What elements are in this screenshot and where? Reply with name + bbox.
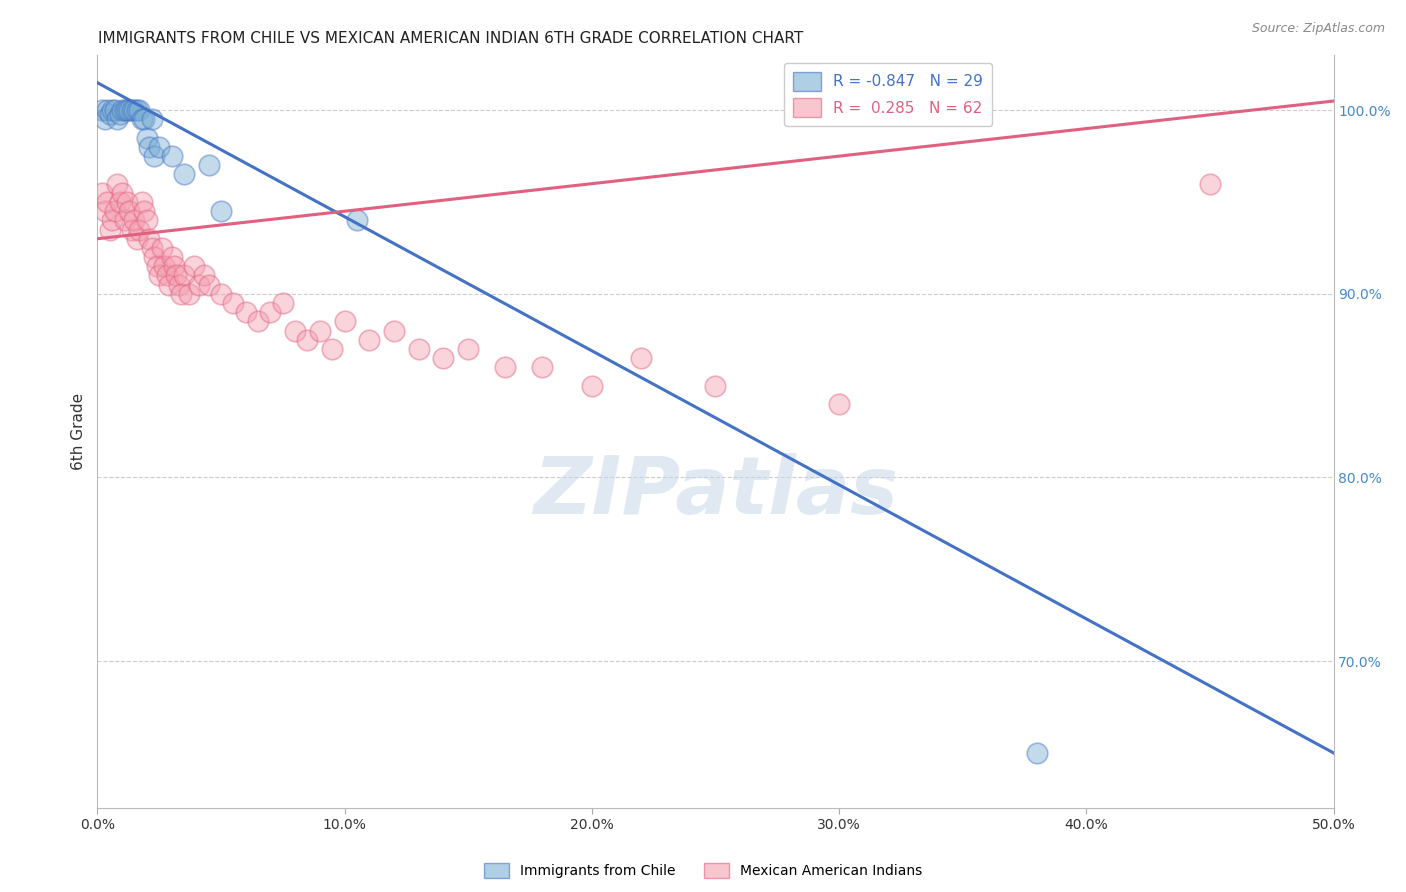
Point — [222, 296, 245, 310]
Point — [98, 222, 121, 236]
Point — [141, 112, 163, 127]
Point — [157, 277, 180, 292]
Point — [235, 305, 257, 319]
Point — [128, 222, 150, 236]
Point — [138, 232, 160, 246]
Point — [125, 103, 148, 118]
Point — [124, 103, 146, 118]
Point — [118, 204, 141, 219]
Point — [170, 286, 193, 301]
Point — [104, 103, 127, 118]
Point — [259, 305, 281, 319]
Legend: R = -0.847   N = 29, R =  0.285   N = 62: R = -0.847 N = 29, R = 0.285 N = 62 — [785, 62, 993, 126]
Point — [94, 204, 117, 219]
Point — [155, 268, 177, 283]
Point — [1025, 746, 1047, 760]
Point — [153, 260, 176, 274]
Point — [630, 351, 652, 365]
Point — [121, 222, 143, 236]
Point — [134, 204, 156, 219]
Point — [167, 277, 190, 292]
Point — [94, 112, 117, 127]
Point — [148, 140, 170, 154]
Point — [125, 232, 148, 246]
Point — [187, 277, 209, 292]
Point — [134, 112, 156, 127]
Point — [160, 149, 183, 163]
Point — [457, 342, 479, 356]
Point — [382, 324, 405, 338]
Point — [166, 268, 188, 283]
Point — [114, 103, 136, 118]
Point — [141, 241, 163, 255]
Y-axis label: 6th Grade: 6th Grade — [72, 393, 86, 470]
Point — [138, 140, 160, 154]
Point — [177, 286, 200, 301]
Point — [111, 186, 134, 200]
Point — [143, 149, 166, 163]
Point — [581, 378, 603, 392]
Point — [183, 260, 205, 274]
Point — [173, 168, 195, 182]
Text: ZIPatlas: ZIPatlas — [533, 453, 898, 531]
Point — [101, 103, 124, 118]
Point — [209, 204, 232, 219]
Point — [197, 277, 219, 292]
Point — [494, 360, 516, 375]
Point — [131, 194, 153, 209]
Legend: Immigrants from Chile, Mexican American Indians: Immigrants from Chile, Mexican American … — [477, 856, 929, 885]
Point — [297, 333, 319, 347]
Point — [108, 194, 131, 209]
Point — [91, 186, 114, 200]
Text: IMMIGRANTS FROM CHILE VS MEXICAN AMERICAN INDIAN 6TH GRADE CORRELATION CHART: IMMIGRANTS FROM CHILE VS MEXICAN AMERICA… — [98, 31, 804, 46]
Point — [96, 103, 118, 118]
Point — [828, 397, 851, 411]
Point — [333, 314, 356, 328]
Point — [173, 268, 195, 283]
Point — [101, 213, 124, 227]
Point — [704, 378, 727, 392]
Point — [128, 103, 150, 118]
Point — [150, 241, 173, 255]
Point — [163, 260, 186, 274]
Point — [321, 342, 343, 356]
Point — [531, 360, 554, 375]
Point — [135, 130, 157, 145]
Point — [408, 342, 430, 356]
Point — [193, 268, 215, 283]
Point — [124, 213, 146, 227]
Point — [148, 268, 170, 283]
Point — [114, 213, 136, 227]
Point — [96, 194, 118, 209]
Point — [105, 112, 128, 127]
Point — [135, 213, 157, 227]
Point — [209, 286, 232, 301]
Point — [1199, 177, 1222, 191]
Point — [118, 103, 141, 118]
Point — [121, 103, 143, 118]
Point — [308, 324, 330, 338]
Point — [346, 213, 368, 227]
Point — [197, 158, 219, 172]
Point — [131, 112, 153, 127]
Text: Source: ZipAtlas.com: Source: ZipAtlas.com — [1251, 22, 1385, 36]
Point — [91, 103, 114, 118]
Point — [271, 296, 294, 310]
Point — [105, 177, 128, 191]
Point — [111, 103, 134, 118]
Point — [115, 103, 138, 118]
Point — [432, 351, 454, 365]
Point — [104, 204, 127, 219]
Point — [115, 194, 138, 209]
Point — [145, 260, 167, 274]
Point — [359, 333, 381, 347]
Point — [247, 314, 270, 328]
Point — [284, 324, 307, 338]
Point — [143, 250, 166, 264]
Point — [98, 107, 121, 121]
Point — [160, 250, 183, 264]
Point — [108, 107, 131, 121]
